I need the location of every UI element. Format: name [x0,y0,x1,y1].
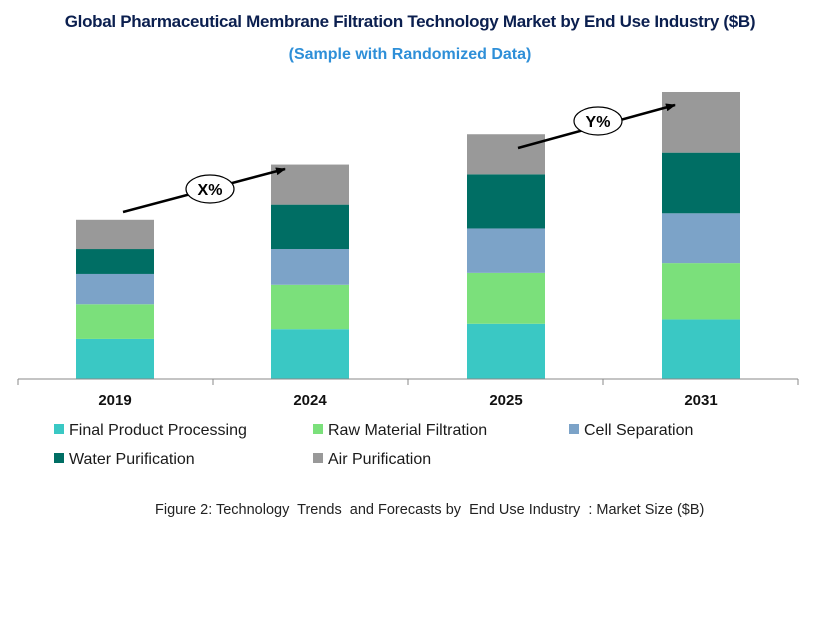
legend-swatch [313,424,323,434]
chart-subtitle: (Sample with Randomized Data) [288,46,532,63]
legend-item-raw-material-filtration: Raw Material Filtration [313,422,487,440]
bar-segment-2025-final-product-processing [467,323,545,379]
legend-label: Final Product Processing [69,422,247,439]
bar-segment-2019-raw-material-filtration [76,304,154,339]
growth-annotations: X% Y% [122,103,676,214]
x-tick-label: 2025 [489,392,522,409]
x-tick-label: 2024 [293,392,327,409]
bar-segment-2031-cell-separation [662,213,740,264]
legend-item-final-product-processing: Final Product Processing [54,422,247,440]
x-tick-label: 2019 [98,392,131,409]
figure-caption: Figure 2: Technology Trends and Forecast… [155,502,705,518]
bar-segment-2024-final-product-processing [271,329,349,379]
legend-label: Water Purification [69,451,195,468]
bar-segment-2019-air-purification [76,219,154,250]
legend-swatch [54,424,64,434]
bar-segment-2031-raw-material-filtration [662,263,740,320]
growth-label-bubble [573,106,623,136]
legend-swatch [569,424,579,434]
growth-label: Y% [586,114,611,131]
bar-group [76,92,740,379]
bar-segment-2025-water-purification [467,174,545,229]
bar-segment-2025-air-purification [467,134,545,175]
bar-segment-2025-raw-material-filtration [467,272,545,324]
growth-label: X% [198,182,223,199]
legend-label: Raw Material Filtration [328,422,488,439]
bar-segment-2025-cell-separation [467,228,545,273]
bar-segment-2024-water-purification [271,204,349,250]
bar-segment-2031-water-purification [662,152,740,214]
legend-label: Cell Separation [584,422,694,439]
legend-item-air-purification: Air Purification [313,451,431,469]
legend-swatch [54,453,64,463]
x-axis: 2019 2024 2025 2031 [17,378,799,409]
growth-label-bubble [185,174,235,204]
chart-title: Global Pharmaceutical Membrane Filtratio… [64,12,756,31]
bar-segment-2024-cell-separation [271,249,349,285]
bar-segment-2024-raw-material-filtration [271,284,349,330]
x-tick-label: 2031 [684,392,717,409]
legend-item-cell-separation: Cell Separation [569,422,693,440]
bar-segment-2019-final-product-processing [76,338,154,379]
legend-swatch [313,453,323,463]
legend-item-water-purification: Water Purification [54,451,195,469]
bar-segment-2031-final-product-processing [662,319,740,379]
bar-segment-2019-cell-separation [76,273,154,305]
bar-segment-2019-water-purification [76,249,154,274]
bar-segment-2031-air-purification [662,92,740,153]
legend-label: Air Purification [328,451,432,468]
